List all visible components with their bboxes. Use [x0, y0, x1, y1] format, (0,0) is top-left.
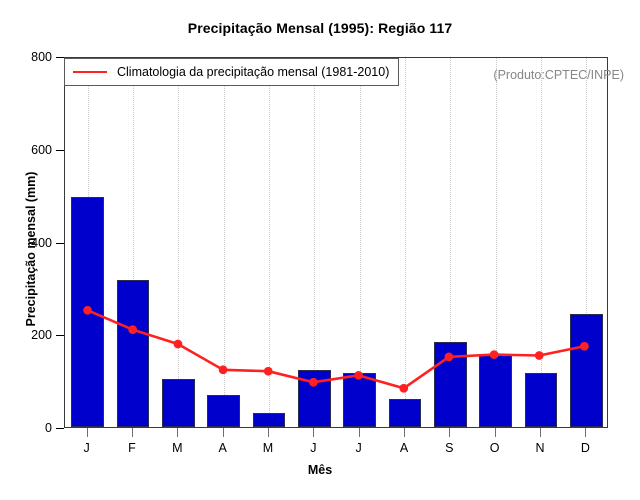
climatology-marker	[354, 370, 363, 380]
x-tick-mark	[313, 428, 315, 437]
x-tick-label: O	[489, 441, 500, 455]
gridline	[269, 58, 271, 427]
gridline	[359, 58, 362, 427]
bar	[207, 394, 240, 427]
x-tick-label: J	[310, 441, 317, 455]
x-tick-label: A	[399, 441, 409, 455]
y-tick-label: 0	[45, 421, 52, 435]
climatology-marker	[489, 350, 499, 359]
x-axis-title: Mês	[307, 463, 333, 477]
x-tick-label: A	[218, 441, 227, 455]
x-tick-label: S	[445, 441, 454, 455]
climatology-line	[86, 309, 586, 390]
x-tick-label: J	[355, 441, 362, 455]
climatology-line-series	[83, 305, 589, 393]
y-tick-mark	[56, 335, 64, 337]
climatology-marker	[444, 352, 454, 362]
y-tick-mark	[56, 242, 64, 244]
x-tick-mark	[540, 428, 541, 437]
x-tick-mark	[222, 428, 224, 437]
y-tick-mark	[56, 57, 64, 58]
bar	[524, 373, 558, 427]
y-axis-tick-labels: 0 200 400 600 800	[0, 50, 52, 435]
chart-legend: Climatologia da precipitação mensal (198…	[64, 58, 400, 86]
x-tick-label: D	[580, 441, 590, 455]
x-tick-mark	[358, 428, 360, 437]
y-tick-label: 600	[31, 142, 52, 157]
plot-area	[64, 57, 608, 428]
gridline	[541, 58, 543, 427]
climatology-marker	[309, 377, 318, 387]
climatology-marker	[534, 351, 544, 360]
x-tick-label: N	[535, 441, 545, 455]
bar	[479, 354, 512, 427]
x-tick-mark	[449, 428, 451, 437]
climatology-marker	[128, 325, 138, 335]
y-axis-tick-marks	[0, 57, 64, 429]
gridline	[178, 58, 180, 427]
gridline	[586, 58, 588, 427]
bar	[388, 399, 422, 427]
y-tick-mark	[56, 149, 64, 151]
watermark-label: (Produto:CPTEC/INPE)	[493, 68, 624, 82]
y-tick-mark	[56, 428, 64, 429]
bar	[570, 314, 603, 427]
climatology-marker	[173, 339, 183, 349]
x-tick-mark	[177, 428, 179, 437]
bar	[162, 379, 195, 427]
climatology-marker	[83, 305, 92, 315]
x-tick-label: J	[83, 441, 90, 455]
gridline	[133, 58, 135, 427]
gridline	[450, 58, 452, 427]
y-tick-label: 400	[31, 235, 52, 250]
climatology-markers	[83, 305, 589, 393]
y-tick-label: 800	[31, 50, 52, 64]
x-tick-mark	[494, 428, 496, 437]
climatology-marker	[580, 341, 589, 351]
legend-label: Climatologia da precipitação mensal (198…	[117, 65, 390, 79]
bar	[116, 280, 150, 427]
x-tick-mark	[132, 428, 133, 437]
x-tick-label: F	[128, 441, 136, 455]
climatology-marker	[218, 365, 228, 375]
legend-line-swatch-icon	[73, 71, 107, 73]
climatology-marker	[263, 366, 273, 376]
gridline	[405, 58, 407, 427]
x-tick-mark	[404, 428, 405, 437]
gridline	[223, 58, 226, 427]
bar	[252, 412, 286, 427]
x-tick-label: M	[262, 441, 274, 455]
gridline	[495, 58, 498, 427]
x-tick-mark	[86, 428, 88, 437]
x-tick-mark	[268, 428, 269, 437]
x-tick-label: M	[172, 441, 183, 455]
x-tick-mark	[585, 428, 587, 437]
gridline	[314, 58, 316, 427]
climatology-marker	[399, 383, 409, 393]
chart-title: Precipitação Mensal (1995): Região 117	[187, 20, 453, 36]
y-tick-label: 200	[31, 328, 52, 343]
